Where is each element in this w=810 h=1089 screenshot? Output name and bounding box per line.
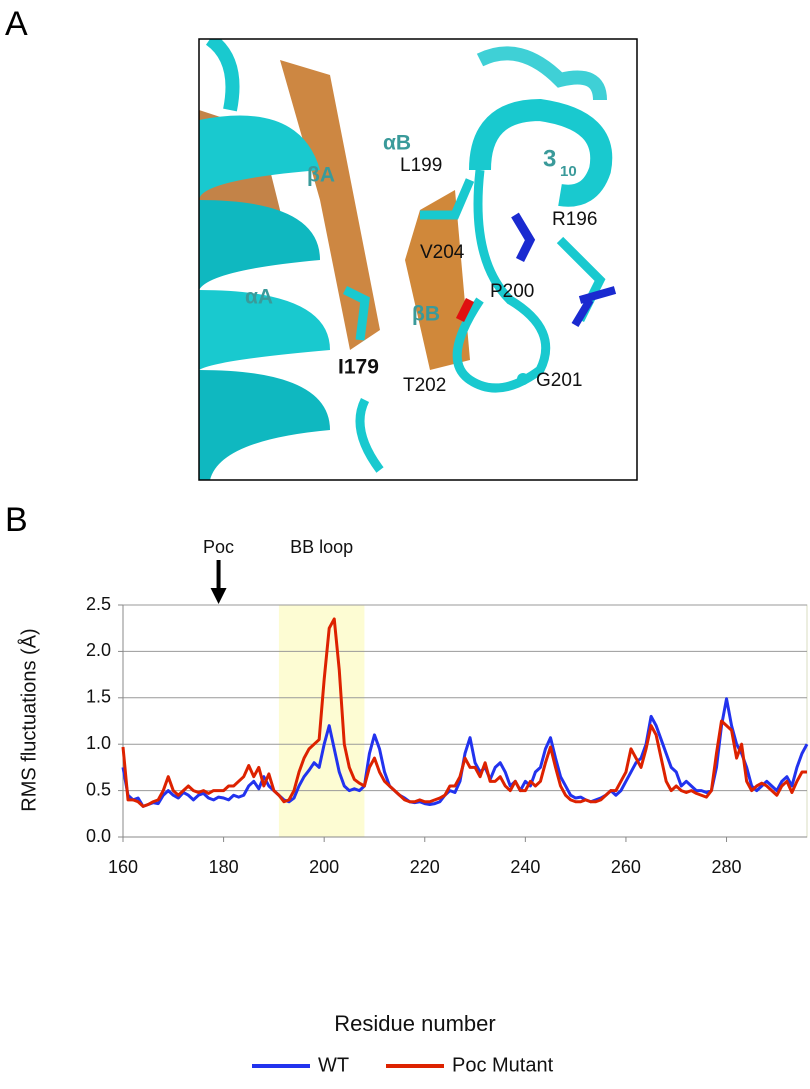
structure-label: P200	[490, 281, 534, 302]
structure-label: βA	[307, 164, 335, 187]
structure-label: αB	[383, 132, 411, 155]
x-tick-label: 200	[309, 857, 339, 877]
panel-label: A	[5, 5, 28, 43]
legend-label: WT	[318, 1054, 349, 1076]
y-tick-label: 1.0	[86, 733, 111, 753]
series-line	[121, 617, 807, 808]
y-tick-label: 2.5	[86, 594, 111, 614]
structure-label: 10	[560, 163, 577, 180]
structure-render	[199, 39, 637, 480]
x-tick-label: 180	[209, 857, 239, 877]
highlight-label: BB loop	[290, 537, 353, 557]
structure-label: R196	[552, 209, 597, 230]
arrow-head	[210, 588, 227, 604]
structure-label: βB	[412, 303, 440, 326]
structure-label: G201	[536, 370, 582, 391]
legend-label: Poc Mutant	[452, 1054, 554, 1076]
x-tick-label: 160	[108, 857, 138, 877]
x-tick-label: 220	[410, 857, 440, 877]
y-tick-label: 0.5	[86, 779, 111, 799]
y-tick-label: 1.5	[86, 687, 111, 707]
structure-label: αA	[245, 286, 273, 309]
y-tick-label: 0.0	[86, 826, 111, 846]
y-tick-label: 2.0	[86, 640, 111, 660]
x-tick-label: 240	[510, 857, 540, 877]
x-tick-label: 280	[712, 857, 742, 877]
panel-label: B	[5, 501, 28, 539]
arrow-label: Poc	[203, 537, 234, 557]
series-line	[121, 697, 809, 808]
structure-label: 3	[543, 145, 556, 172]
structure-label: L199	[400, 155, 442, 176]
structure-panel: αB L199 3 10 βA R196 V204 αA P200 βB I17…	[198, 38, 638, 481]
structure-label: T202	[403, 375, 446, 396]
x-axis-label: Residue number	[334, 1011, 495, 1036]
plot-area	[122, 604, 808, 838]
structure-label: I179	[338, 356, 379, 379]
y-axis-label: RMS fluctuations (Å)	[17, 628, 40, 811]
structure-label: V204	[420, 242, 465, 263]
x-tick-label: 260	[611, 857, 641, 877]
